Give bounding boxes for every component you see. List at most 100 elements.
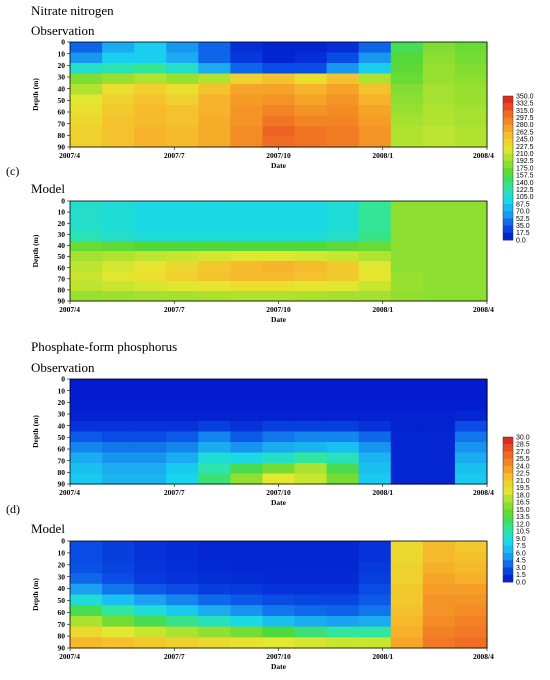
- heatmap-cell: [166, 241, 199, 252]
- heatmap-cell: [390, 562, 424, 574]
- heatmap-cell: [454, 251, 488, 262]
- heatmap-cell: [166, 136, 199, 148]
- heatmap-cell: [262, 605, 296, 617]
- heatmap-cell: [294, 251, 328, 262]
- heatmap-cell: [358, 562, 392, 574]
- heatmap-cell: [326, 63, 360, 75]
- colorbar-tick-label: 13.5: [516, 514, 530, 521]
- heatmap-cell: [102, 594, 135, 606]
- heatmap-cell: [134, 63, 167, 75]
- heatmap-cell: [454, 605, 488, 617]
- heatmap-cell: [230, 201, 264, 212]
- y-tick-label: 50: [58, 433, 66, 442]
- colorbar-swatch: [503, 458, 513, 467]
- heatmap-cell: [358, 231, 392, 242]
- heatmap-cell: [294, 126, 328, 138]
- x-tick-label: 2008/1: [372, 652, 393, 661]
- heatmap-cell: [166, 626, 199, 638]
- heatmap-cell: [166, 52, 199, 64]
- heatmap-cell: [134, 615, 167, 628]
- x-tick-label: 2007/4: [59, 151, 80, 160]
- colorbar-tick-label: 192.5: [516, 158, 534, 165]
- heatmap-cell: [358, 271, 392, 282]
- heatmap-cell: [134, 136, 167, 148]
- heatmap-cell: [134, 541, 167, 553]
- colorbar-tick-label: 24.0: [516, 463, 530, 470]
- heatmap-cell: [102, 231, 135, 242]
- heatmap-cell: [326, 201, 360, 212]
- heatmap-cell: [166, 94, 199, 106]
- heatmap-cell: [102, 410, 135, 422]
- heatmap-cell: [294, 605, 328, 617]
- heatmap-cell: [102, 105, 135, 117]
- heatmap-cell: [454, 126, 488, 138]
- y-axis-label: Depth (m): [31, 234, 40, 267]
- heatmap-cell: [294, 400, 328, 412]
- colorbar-swatch: [503, 153, 513, 162]
- heatmap-cell: [262, 442, 296, 454]
- heatmap-cell: [230, 211, 264, 222]
- x-tick-label: 2008/1: [372, 488, 393, 497]
- heatmap-cell: [422, 271, 456, 282]
- heatmap-cell: [422, 573, 456, 585]
- heatmap-cell: [358, 115, 392, 127]
- heatmap-cell: [262, 583, 296, 596]
- heatmap-cell: [230, 562, 264, 574]
- colorbar-swatch: [503, 574, 513, 583]
- colorbar-tick-label: 6.0: [516, 550, 526, 557]
- x-tick-label: 2007/7: [164, 151, 185, 160]
- heatmap-cell: [358, 594, 392, 606]
- heatmap-cell: [70, 637, 103, 649]
- heatmap-cell: [70, 291, 103, 302]
- heatmap-cell: [134, 583, 167, 596]
- heatmap-cell: [454, 231, 488, 242]
- heatmap-cell: [166, 281, 199, 292]
- heatmap-cell: [422, 201, 456, 212]
- heatmap-cell: [390, 626, 424, 638]
- heatmap-cell: [134, 211, 167, 222]
- heatmap-cell: [454, 271, 488, 282]
- heatmap-cell: [294, 84, 328, 96]
- heatmap-cell: [230, 241, 264, 252]
- section-d-title: Phosphate-form phosphorus: [31, 339, 177, 354]
- heatmap-cell: [166, 421, 199, 433]
- heatmap-cell: [326, 73, 360, 85]
- heatmap-cell: [358, 379, 392, 391]
- y-tick-label: 20: [58, 61, 66, 70]
- heatmap-cell: [166, 105, 199, 117]
- heatmap-cell: [422, 52, 456, 64]
- heatmap-cell: [166, 63, 199, 75]
- y-tick-label: 90: [58, 480, 66, 489]
- heatmap-cell: [198, 431, 231, 443]
- colorbar-frame: [502, 436, 514, 583]
- y-tick-label: 20: [58, 560, 66, 569]
- y-tick-label: 70: [58, 456, 66, 465]
- heatmap-cell: [102, 63, 135, 75]
- heatmap-cell: [70, 463, 103, 475]
- heatmap-cell: [294, 431, 328, 443]
- heatmap-cell: [70, 261, 103, 272]
- heatmap-cell: [166, 442, 199, 454]
- heatmap-cell: [390, 291, 424, 302]
- heatmap-cell: [230, 281, 264, 292]
- y-tick-label: 60: [58, 108, 66, 117]
- heatmap-cell: [262, 562, 296, 574]
- heatmap-cell: [134, 261, 167, 272]
- heatmap-cell: [262, 473, 296, 485]
- colorbar-tick-label: 4.5: [516, 558, 526, 565]
- heatmap-cell: [166, 562, 199, 574]
- x-tick-label: 2007/4: [59, 305, 80, 314]
- heatmap-cell: [102, 400, 135, 412]
- heatmap-cell: [198, 94, 231, 106]
- heatmap-cell: [102, 271, 135, 282]
- colorbar-swatch: [503, 531, 513, 539]
- heatmap-cell: [294, 452, 328, 464]
- heatmap-cell: [326, 261, 360, 272]
- y-tick-label: 30: [58, 410, 66, 419]
- heatmap-cell: [422, 562, 456, 574]
- heatmap-cell: [390, 115, 424, 127]
- heatmap-cell: [70, 73, 103, 85]
- heatmap-cell: [198, 473, 231, 485]
- heatmap-cell: [326, 442, 360, 454]
